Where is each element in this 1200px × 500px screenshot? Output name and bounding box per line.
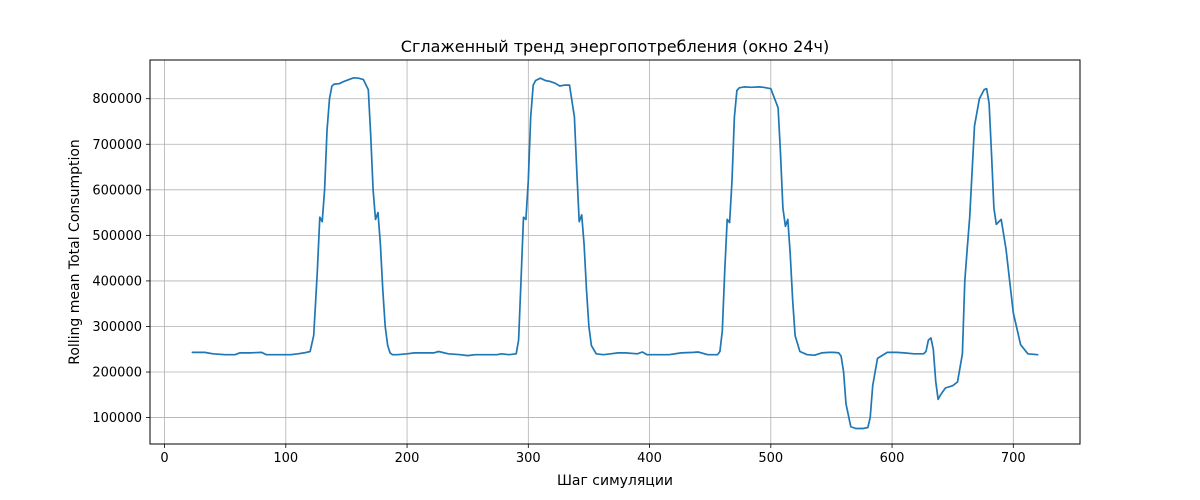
y-tick-label: 400000 [92, 274, 142, 289]
x-tick-label: 700 [1001, 451, 1026, 466]
y-axis-label: Rolling mean Total Consumption [67, 139, 83, 365]
y-tick-label: 500000 [92, 229, 142, 244]
y-tick-label: 700000 [92, 138, 142, 153]
y-axis: 100000 200000 300000 400000 500000 600000 7000… [92, 92, 150, 426]
grid [150, 60, 1080, 444]
x-tick-label: 300 [516, 451, 541, 466]
y-tick-label: 800000 [92, 92, 142, 107]
y-tick-label: 600000 [92, 183, 142, 198]
x-tick-label: 0 [160, 451, 168, 466]
y-tick-label: 200000 [92, 366, 142, 381]
x-axis-label: Шаг симуляции [557, 473, 673, 489]
x-tick-label: 600 [880, 451, 905, 466]
x-tick-label: 100 [273, 451, 298, 466]
x-tick-label: 500 [758, 451, 783, 466]
y-tick-label: 100000 [92, 411, 142, 426]
x-tick-label: 200 [395, 451, 420, 466]
chart-title: Сглаженный тренд энергопотребления (окно… [401, 37, 829, 56]
plot-frame [149, 59, 1081, 445]
series-line [191, 76, 1039, 430]
y-tick-label: 300000 [92, 320, 142, 335]
x-axis: 0 100 200 300 400 500 600 700 [160, 444, 1026, 466]
x-tick-label: 400 [637, 451, 662, 466]
series-group [191, 76, 1039, 430]
